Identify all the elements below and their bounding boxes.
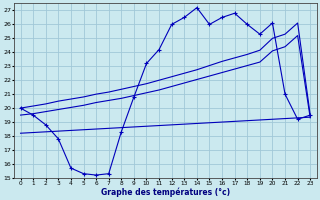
- X-axis label: Graphe des températures (°c): Graphe des températures (°c): [101, 187, 230, 197]
